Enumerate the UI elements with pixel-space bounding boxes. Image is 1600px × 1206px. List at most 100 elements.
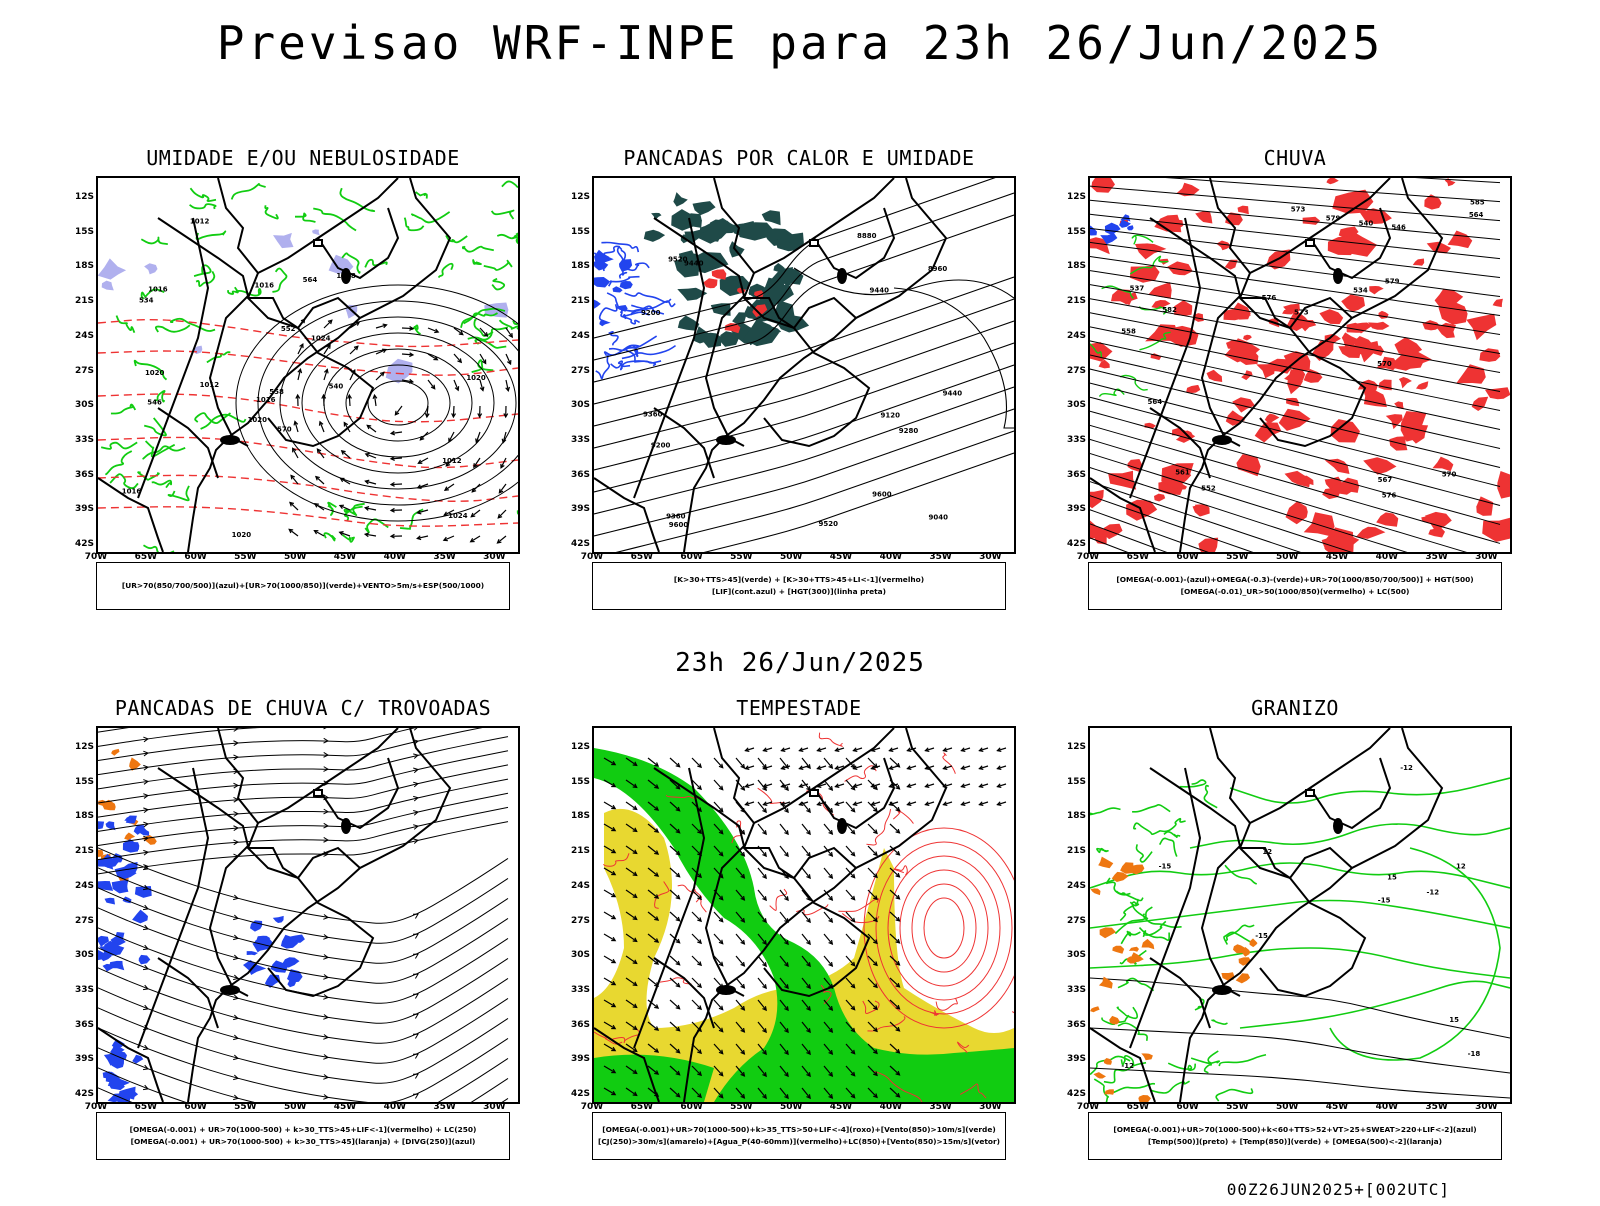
isobar-label: 546 [147,398,162,406]
latitude-tick-label: 18S [68,811,94,821]
hgt500-label: 540 [1359,219,1374,227]
thickness-contours [98,320,518,526]
lake-mark [342,819,350,833]
green-temp850-contour [1180,780,1206,787]
isobar-label: 534 [139,297,154,305]
red-rain-cell [1497,471,1510,499]
red-rain-cell [1466,314,1496,340]
wind-vectors-shaft [890,758,900,767]
green-temp850-contour [1164,832,1180,837]
latitude-tick-label: 12S [1060,192,1086,202]
red-instability-cell [703,278,717,288]
latitude-tick-label: 39S [1060,1054,1086,1064]
red-rain-cell [1369,286,1383,294]
orange-omega500-cell [1093,1072,1106,1078]
latitude-tick-label: 15S [564,777,590,787]
border-line [1150,768,1240,996]
hgt300-label: 9200 [641,309,661,317]
wind-vectors-shaft [670,1000,680,1009]
isobar-label: 1020 [466,374,486,382]
green-humidity-contour [340,188,374,211]
latitude-tick-label: 30S [1060,400,1086,410]
isobar-label: 1008 [336,272,356,280]
red-agua-precipitavel-contour [758,788,785,803]
hgt500-label: 582 [1162,306,1177,314]
wind-vectors-shaft [714,780,723,790]
green-temp850-contour [1132,805,1170,812]
green-humidity-contour [272,268,286,291]
red-rain-cell [1416,381,1428,389]
hgt500-label: 552 [1201,485,1216,493]
legend-line: [OMEGA(-0.001)+UR>70(1000-500)+k>35_TTS>… [602,1124,996,1136]
latitude-tick-label: 12S [68,192,94,202]
wind-vectors-shaft [846,802,855,812]
wind-vectors-shaft [692,978,701,987]
temp-label: -15 [1159,862,1172,870]
latitude-tick-label: 36S [68,1020,94,1030]
wind-vectors [745,748,1006,806]
blue-lif-contours-contour [604,246,622,257]
latitude-tick-label: 27S [564,916,590,926]
isobar-label: 1016 [255,281,275,289]
latitude-tick-label: 42S [1060,1089,1086,1099]
border-line [744,848,794,878]
red-rain [1090,454,1385,552]
orange-omega500-cell [1139,1095,1151,1102]
wind-vectors-shaft [670,978,680,987]
red-rain-cell [1413,259,1424,266]
isobar-label: 1012 [190,217,210,225]
red-rain-cell [1174,300,1192,316]
temp-label: 15 [1387,874,1397,882]
hgt300-line [794,268,1014,298]
red-rain-cell [1341,295,1365,312]
latitude-tick-label: 27S [564,366,590,376]
lc250-lower-line [98,963,508,1043]
latitude-tick-label: 15S [68,777,94,787]
hgt300-line [894,288,1014,428]
border-line [318,758,398,828]
latitude-tick-label: 30S [1060,950,1086,960]
federal-district-box [1306,240,1314,246]
green-temp850-contour [1151,1081,1189,1093]
border-line [248,298,298,328]
blue-lif-contours-contour [621,316,639,324]
red-agua-precipitavel-contour [819,733,842,747]
wind-vectors-shaft [846,780,855,790]
latitude-tick-label: 12S [564,742,590,752]
green-temp850-contour [1090,808,1121,814]
green-humidity-contour [152,481,171,488]
latitude-tick-label: 15S [1060,777,1086,787]
wind-vectors-shaft [692,1000,701,1009]
green-humidity [101,188,245,552]
green-humidity [324,503,518,542]
wind-vectors-shaft [780,846,788,856]
latitude-tick-label: 42S [68,539,94,549]
border-line [754,728,894,823]
isobar-label: 1016 [122,488,142,496]
isobar-label: 558 [269,388,284,396]
panel-title: GRANIZO [1060,696,1530,720]
green-humidity-contour [110,474,138,488]
hgt300-label: 9120 [880,411,900,419]
temp500-line [1090,1028,1510,1073]
wind-vectors-shaft [714,934,723,944]
red-rain-cell [1378,380,1391,391]
dark-teal-convection-cell [729,221,756,238]
green-temp850-contour [1216,1088,1252,1101]
latitude-tick-label: 33S [1060,435,1086,445]
wind-vectors-shaft [714,758,723,768]
blue-lif-contours-contour [600,304,617,321]
hgt300-label: 9440 [943,389,963,397]
wind-arrows-shaft [472,484,480,492]
latitude-tick-label: 24S [564,331,590,341]
red-rain-cell [1432,457,1453,472]
coastline [1180,728,1442,1102]
isobar-label: 1020 [232,531,252,539]
hgt300-line [594,409,1014,536]
green-humidity-contour [190,204,216,209]
latitude-tick-label: 39S [1060,504,1086,514]
legend-line: [OMEGA(-0.01)_UR>50(1000/850)(vermelho) … [1181,586,1410,598]
